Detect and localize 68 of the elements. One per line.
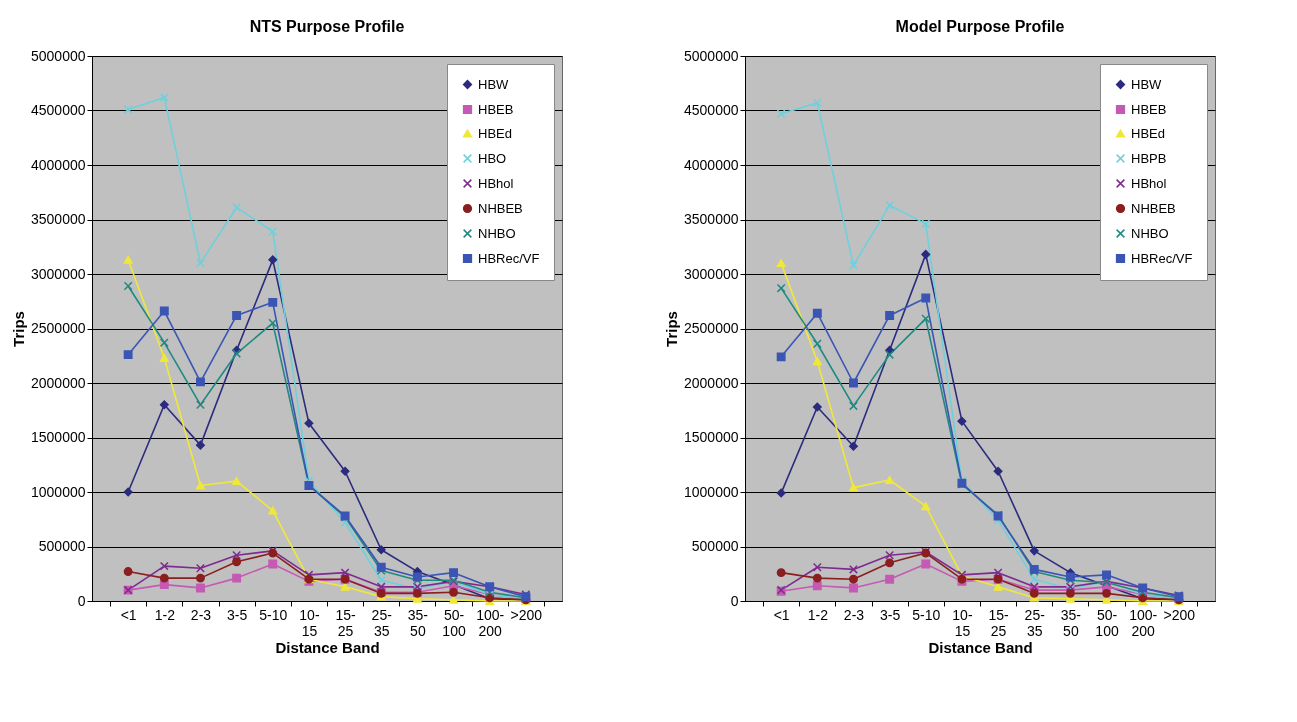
legend-label: HBEB (1131, 101, 1167, 117)
y-tick-label: 3000000 (683, 265, 739, 282)
y-tick-label: 4500000 (683, 102, 739, 118)
y-tick-label: 1500000 (683, 429, 739, 445)
x-tick-label: 25-35 (1024, 606, 1046, 639)
y-tick-label: 1000000 (683, 483, 739, 500)
y-tick-label: 0 (730, 592, 739, 609)
y-tick-label: 4500000 (30, 102, 86, 118)
y-tick-label: 4000000 (683, 156, 739, 173)
legend-label: NHBO (478, 225, 516, 241)
y-tick-label: 2500000 (683, 320, 739, 336)
legend-label: HBRec/VF (478, 250, 540, 266)
legend-label: NHBEB (1131, 200, 1176, 216)
x-tick-label: 50-100 (442, 606, 466, 639)
chart-title: NTS Purpose Profile (249, 18, 405, 35)
x-tick-label: 5-10 (259, 606, 288, 623)
x-tick-label: 35-50 (1060, 606, 1082, 639)
y-tick-label: 3500000 (683, 211, 739, 227)
y-tick-label: 4000000 (30, 156, 86, 173)
y-tick-label: 1000000 (30, 483, 86, 500)
x-tick-label: 2-3 (190, 606, 212, 623)
x-tick-label: 25-35 (371, 606, 393, 639)
x-tick-label: <1 (120, 606, 137, 623)
legend-label: HBW (478, 76, 510, 92)
legend-label: HBRec/VF (1131, 250, 1193, 266)
y-axis-title: Trips (10, 311, 27, 347)
y-tick-label: 500000 (691, 538, 739, 554)
x-tick-label: 2-3 (843, 606, 865, 623)
legend-label: HBW (1131, 76, 1163, 92)
x-tick-label: 15-25 (988, 606, 1010, 639)
x-tick-label: 1-2 (807, 606, 829, 623)
y-tick-label: 5000000 (30, 47, 86, 64)
legend-label: HBEd (1131, 125, 1165, 141)
x-axis-title: Distance Band (275, 638, 380, 656)
y-tick-label: 0 (77, 592, 86, 609)
legend-label: HBhol (1131, 175, 1167, 191)
x-tick-label: 5-10 (912, 606, 941, 623)
legend-label: HBPB (1131, 150, 1167, 166)
x-tick-label: 3-5 (227, 606, 248, 623)
x-tick-label: >200 (1163, 606, 1196, 623)
x-tick-label: 3-5 (880, 606, 901, 623)
y-tick-label: 2000000 (683, 374, 739, 391)
x-axis-title: Distance Band (928, 638, 1033, 656)
y-tick-label: 3000000 (30, 265, 86, 282)
x-tick-label: 1-2 (154, 606, 176, 623)
x-tick-label: 15-25 (335, 606, 357, 639)
x-tick-label: 10-15 (952, 606, 973, 639)
y-tick-label: 2500000 (30, 320, 86, 336)
legend-label: HBO (478, 150, 507, 166)
legend-label: HBEd (478, 125, 512, 141)
y-tick-label: 3500000 (30, 211, 86, 227)
x-tick-label: 35-50 (407, 606, 429, 639)
x-tick-label: 10-15 (299, 606, 320, 639)
y-tick-label: 2000000 (30, 374, 86, 391)
x-tick-label: <1 (773, 606, 790, 623)
legend-label: HBEB (478, 101, 514, 117)
y-tick-label: 5000000 (683, 47, 739, 64)
x-tick-label: 100-200 (476, 606, 505, 639)
legend-label: NHBEB (478, 200, 523, 216)
y-tick-label: 1500000 (30, 429, 86, 445)
legend-label: NHBO (1131, 225, 1169, 241)
legend-label: HBhol (478, 175, 514, 191)
y-tick-label: 500000 (38, 538, 86, 554)
y-axis-title: Trips (663, 311, 680, 347)
x-tick-label: 50-100 (1095, 606, 1119, 639)
x-tick-label: 100-200 (1129, 606, 1158, 639)
chart-title: Model Purpose Profile (895, 18, 1065, 35)
x-tick-label: >200 (510, 606, 543, 623)
